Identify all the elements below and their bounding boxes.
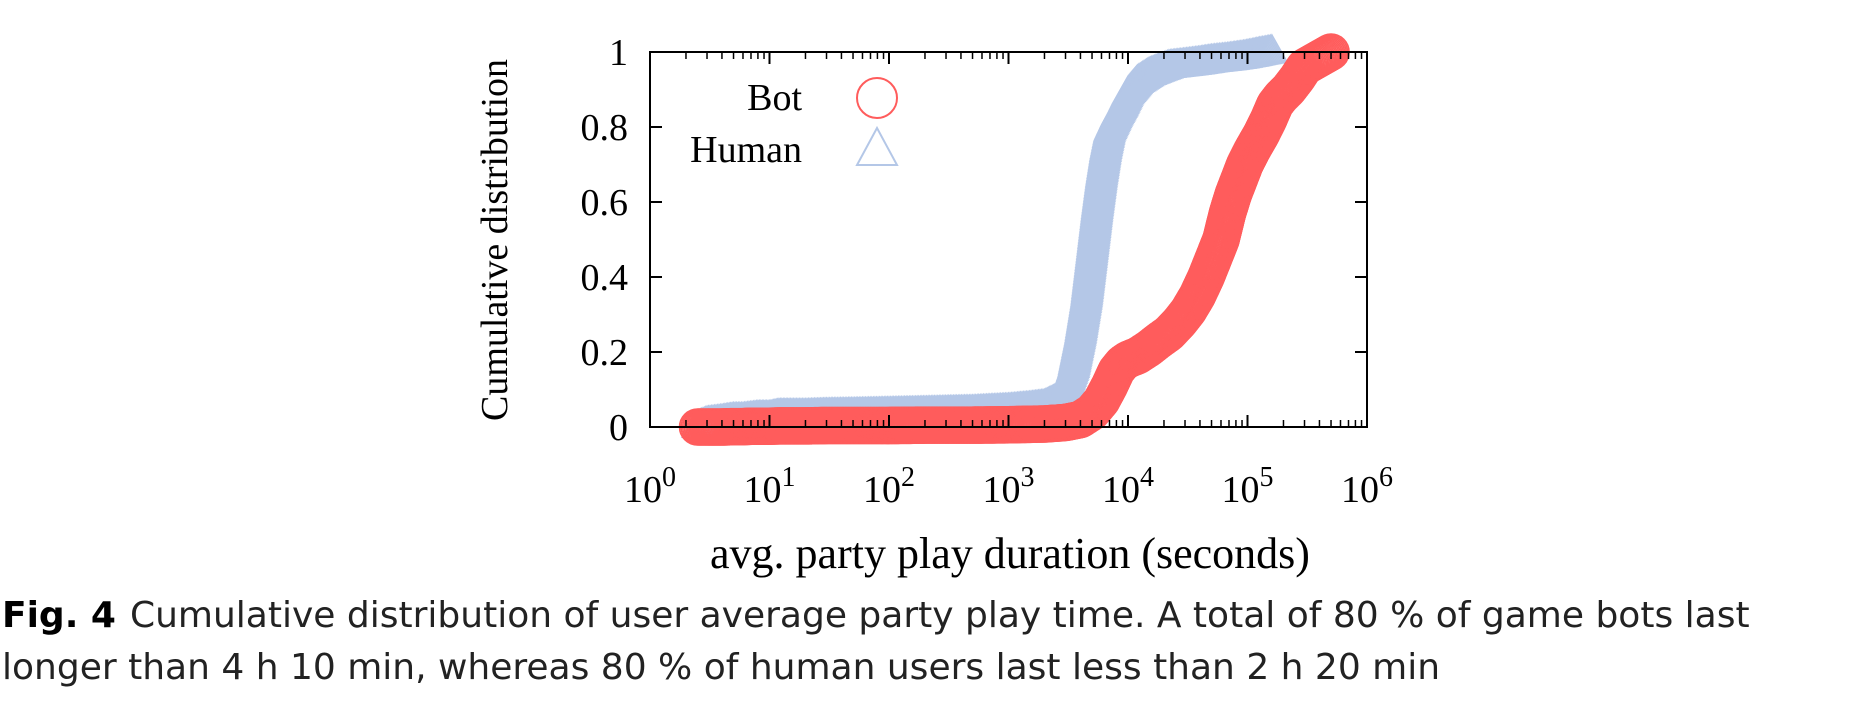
figure-canvas: 0 0.2 0.4 0.6 0.8 1 100 101 102 103 104 105 106 Cum…: [474, 32, 1393, 578]
x-tick-label: 106: [1341, 462, 1393, 511]
human-point: [1255, 33, 1289, 64]
x-tick-label: 105: [1222, 462, 1274, 511]
x-tick-label: 100: [624, 462, 676, 511]
y-axis-label: Cumulative distribution: [474, 59, 516, 421]
axis-ticks: [649, 51, 1368, 428]
y-tick-label: 0.8: [581, 107, 629, 149]
legend-label-bot: Bot: [747, 77, 802, 119]
y-tick-label: 1: [609, 32, 628, 74]
x-tick-label: 102: [863, 462, 915, 511]
caption-text: Cumulative distribution of user average …: [2, 595, 1750, 688]
x-tick-label: 101: [744, 462, 796, 511]
y-tick-label: 0.6: [581, 182, 629, 224]
y-axis-tick-labels: 0 0.2 0.4 0.6 0.8 1: [581, 32, 629, 449]
x-tick-label: 104: [1102, 462, 1154, 511]
y-tick-label: 0: [609, 407, 628, 449]
x-axis-label: avg. party play duration (seconds): [710, 529, 1310, 578]
data-layer: [678, 33, 1350, 446]
legend-marker-bot: [856, 77, 898, 119]
figure-caption: Fig. 4 Cumulative distribution of user av…: [2, 590, 1852, 694]
legend-marker-human: [855, 125, 899, 166]
x-tick-label: 103: [983, 462, 1035, 511]
figure-label: Fig. 4: [2, 595, 116, 636]
legend: Bot Human: [690, 77, 899, 171]
x-axis-tick-labels: 100 101 102 103 104 105 106: [624, 462, 1393, 511]
y-tick-label: 0.2: [581, 332, 629, 374]
y-tick-label: 0.4: [581, 257, 629, 299]
legend-label-human: Human: [690, 129, 802, 171]
